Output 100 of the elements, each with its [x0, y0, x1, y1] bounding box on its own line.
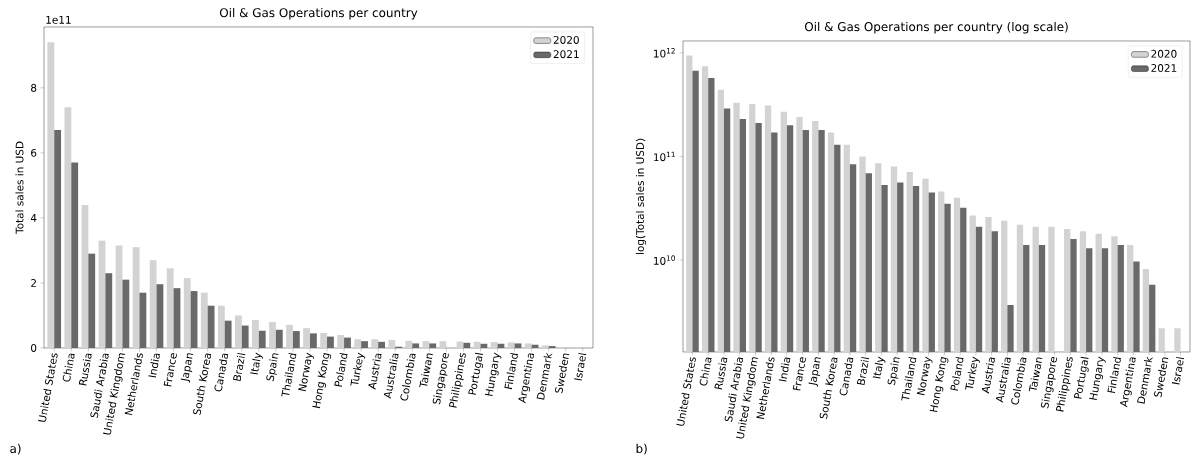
- x-tick-label: Thailand: [281, 352, 297, 397]
- bar: [217, 305, 225, 348]
- y-axis-title: log(Total sales in USD): [635, 138, 647, 255]
- bar: [371, 339, 379, 348]
- x-tick-label: Israel: [1171, 356, 1185, 385]
- bar: [275, 329, 283, 348]
- x-tick-label: France: [163, 353, 177, 387]
- chart-title: Oil & Gas Operations per country (log scale): [804, 21, 1068, 34]
- legend-label: 2020: [1151, 49, 1177, 58]
- bar: [269, 321, 276, 348]
- x-tick-label: Argentina: [1120, 357, 1136, 408]
- x-tick-label: Philippines: [1055, 356, 1073, 412]
- x-tick-label: Italy: [872, 356, 886, 379]
- bar: [541, 345, 549, 348]
- bar: [149, 260, 157, 348]
- x-tick-label: Argentina: [518, 353, 535, 404]
- bar: [320, 333, 328, 348]
- x-tick-label: India: [148, 353, 161, 378]
- bar: [54, 130, 62, 348]
- x-tick-label: Hungary: [1089, 356, 1106, 401]
- x-tick-label: Denmark: [536, 352, 553, 400]
- x-tick-label: Israel: [574, 352, 587, 381]
- bar: [344, 337, 351, 348]
- x-tick-label: India: [778, 357, 791, 382]
- bar: [463, 342, 471, 348]
- bar: [354, 339, 362, 348]
- x-tick-label: Hungary: [484, 352, 502, 397]
- y-tick-label: 8: [31, 83, 37, 92]
- x-tick-label: Norway: [298, 352, 314, 392]
- bar: [234, 315, 242, 348]
- x-tick-label: France: [792, 357, 806, 391]
- bar: [378, 341, 386, 348]
- x-tick-label: Australia: [383, 353, 399, 399]
- y-tick-label: 10$^{10}$: [654, 255, 676, 265]
- bar: [241, 325, 249, 348]
- x-tick-label: Colombia: [400, 353, 416, 401]
- x-tick-label: United States: [38, 353, 58, 422]
- x-tick-label: Italy: [250, 352, 263, 375]
- bar: [122, 279, 130, 348]
- text: 1e11: [46, 16, 71, 24]
- bar: [224, 320, 232, 348]
- legend-label: 2021: [553, 50, 579, 59]
- bar: [388, 339, 396, 348]
- bar: [139, 292, 147, 348]
- y-tick-label: 10$^{11}$: [654, 151, 675, 162]
- y-tick-label: 4: [30, 214, 37, 222]
- bar: [64, 107, 72, 348]
- chart-title: Oil & Gas Operations per country: [219, 7, 418, 20]
- legend-label: 2021: [1151, 64, 1177, 72]
- legend-label: 2020: [553, 35, 579, 44]
- bar: [456, 341, 464, 348]
- bar: [405, 340, 413, 348]
- y-tick-label: 0: [31, 344, 37, 352]
- bar: [88, 253, 96, 348]
- bar: [524, 343, 532, 348]
- bar: [412, 343, 420, 348]
- bar: [429, 343, 437, 348]
- x-tick-label: Sweden: [1154, 357, 1169, 398]
- x-tick-label: Austria: [981, 357, 996, 394]
- x-tick-label: Canada: [839, 357, 854, 396]
- bar: [361, 341, 368, 348]
- x-tick-label: China: [62, 353, 75, 382]
- x-tick-label: Turkey: [350, 352, 366, 386]
- x-tick-label: Thailand: [901, 356, 917, 401]
- x-tick-label: Singapore: [432, 353, 449, 405]
- bar: [200, 292, 208, 348]
- bar: [71, 162, 79, 348]
- x-tick-label: Austria: [368, 353, 382, 390]
- x-tick-label: Brazil: [856, 356, 870, 386]
- x-tick-label: Japan: [808, 357, 821, 387]
- x-tick-label: Denmark: [1137, 356, 1153, 404]
- text: a): [10, 443, 21, 455]
- x-tick-label: Taiwan: [419, 353, 433, 388]
- bar: [490, 342, 498, 348]
- bar: [166, 268, 174, 348]
- bar: [286, 324, 293, 348]
- x-tick-label: Singapore: [1040, 357, 1057, 409]
- bar: [480, 343, 488, 348]
- x-tick-label: Russia: [714, 357, 728, 390]
- x-tick-label: Finland: [1107, 356, 1122, 394]
- y-tick-label: 10$^{12}$: [654, 48, 675, 58]
- x-tick-label: Taiwan: [1028, 357, 1043, 392]
- x-tick-label: Brazil: [233, 352, 246, 382]
- y-tick-label: 2: [31, 279, 36, 287]
- bar: [303, 328, 310, 348]
- x-tick-label: Portugal: [468, 352, 484, 395]
- x-tick-label: South Korea: [193, 353, 212, 415]
- x-tick-label: Russia: [78, 353, 92, 386]
- x-tick-label: China: [699, 357, 712, 386]
- text: b): [636, 443, 647, 455]
- bar: [207, 305, 215, 348]
- x-tick-label: Spain: [266, 353, 279, 382]
- bar: [292, 331, 300, 348]
- x-tick-label: Poland: [334, 352, 348, 387]
- y-tick-label: 6: [31, 148, 37, 157]
- y-axis-title: Total sales in USD: [15, 141, 24, 234]
- x-tick-label: Turkey: [965, 356, 980, 390]
- x-tick-label: Australia: [995, 357, 1011, 403]
- bar: [183, 278, 191, 348]
- x-tick-label: Finland: [504, 352, 519, 390]
